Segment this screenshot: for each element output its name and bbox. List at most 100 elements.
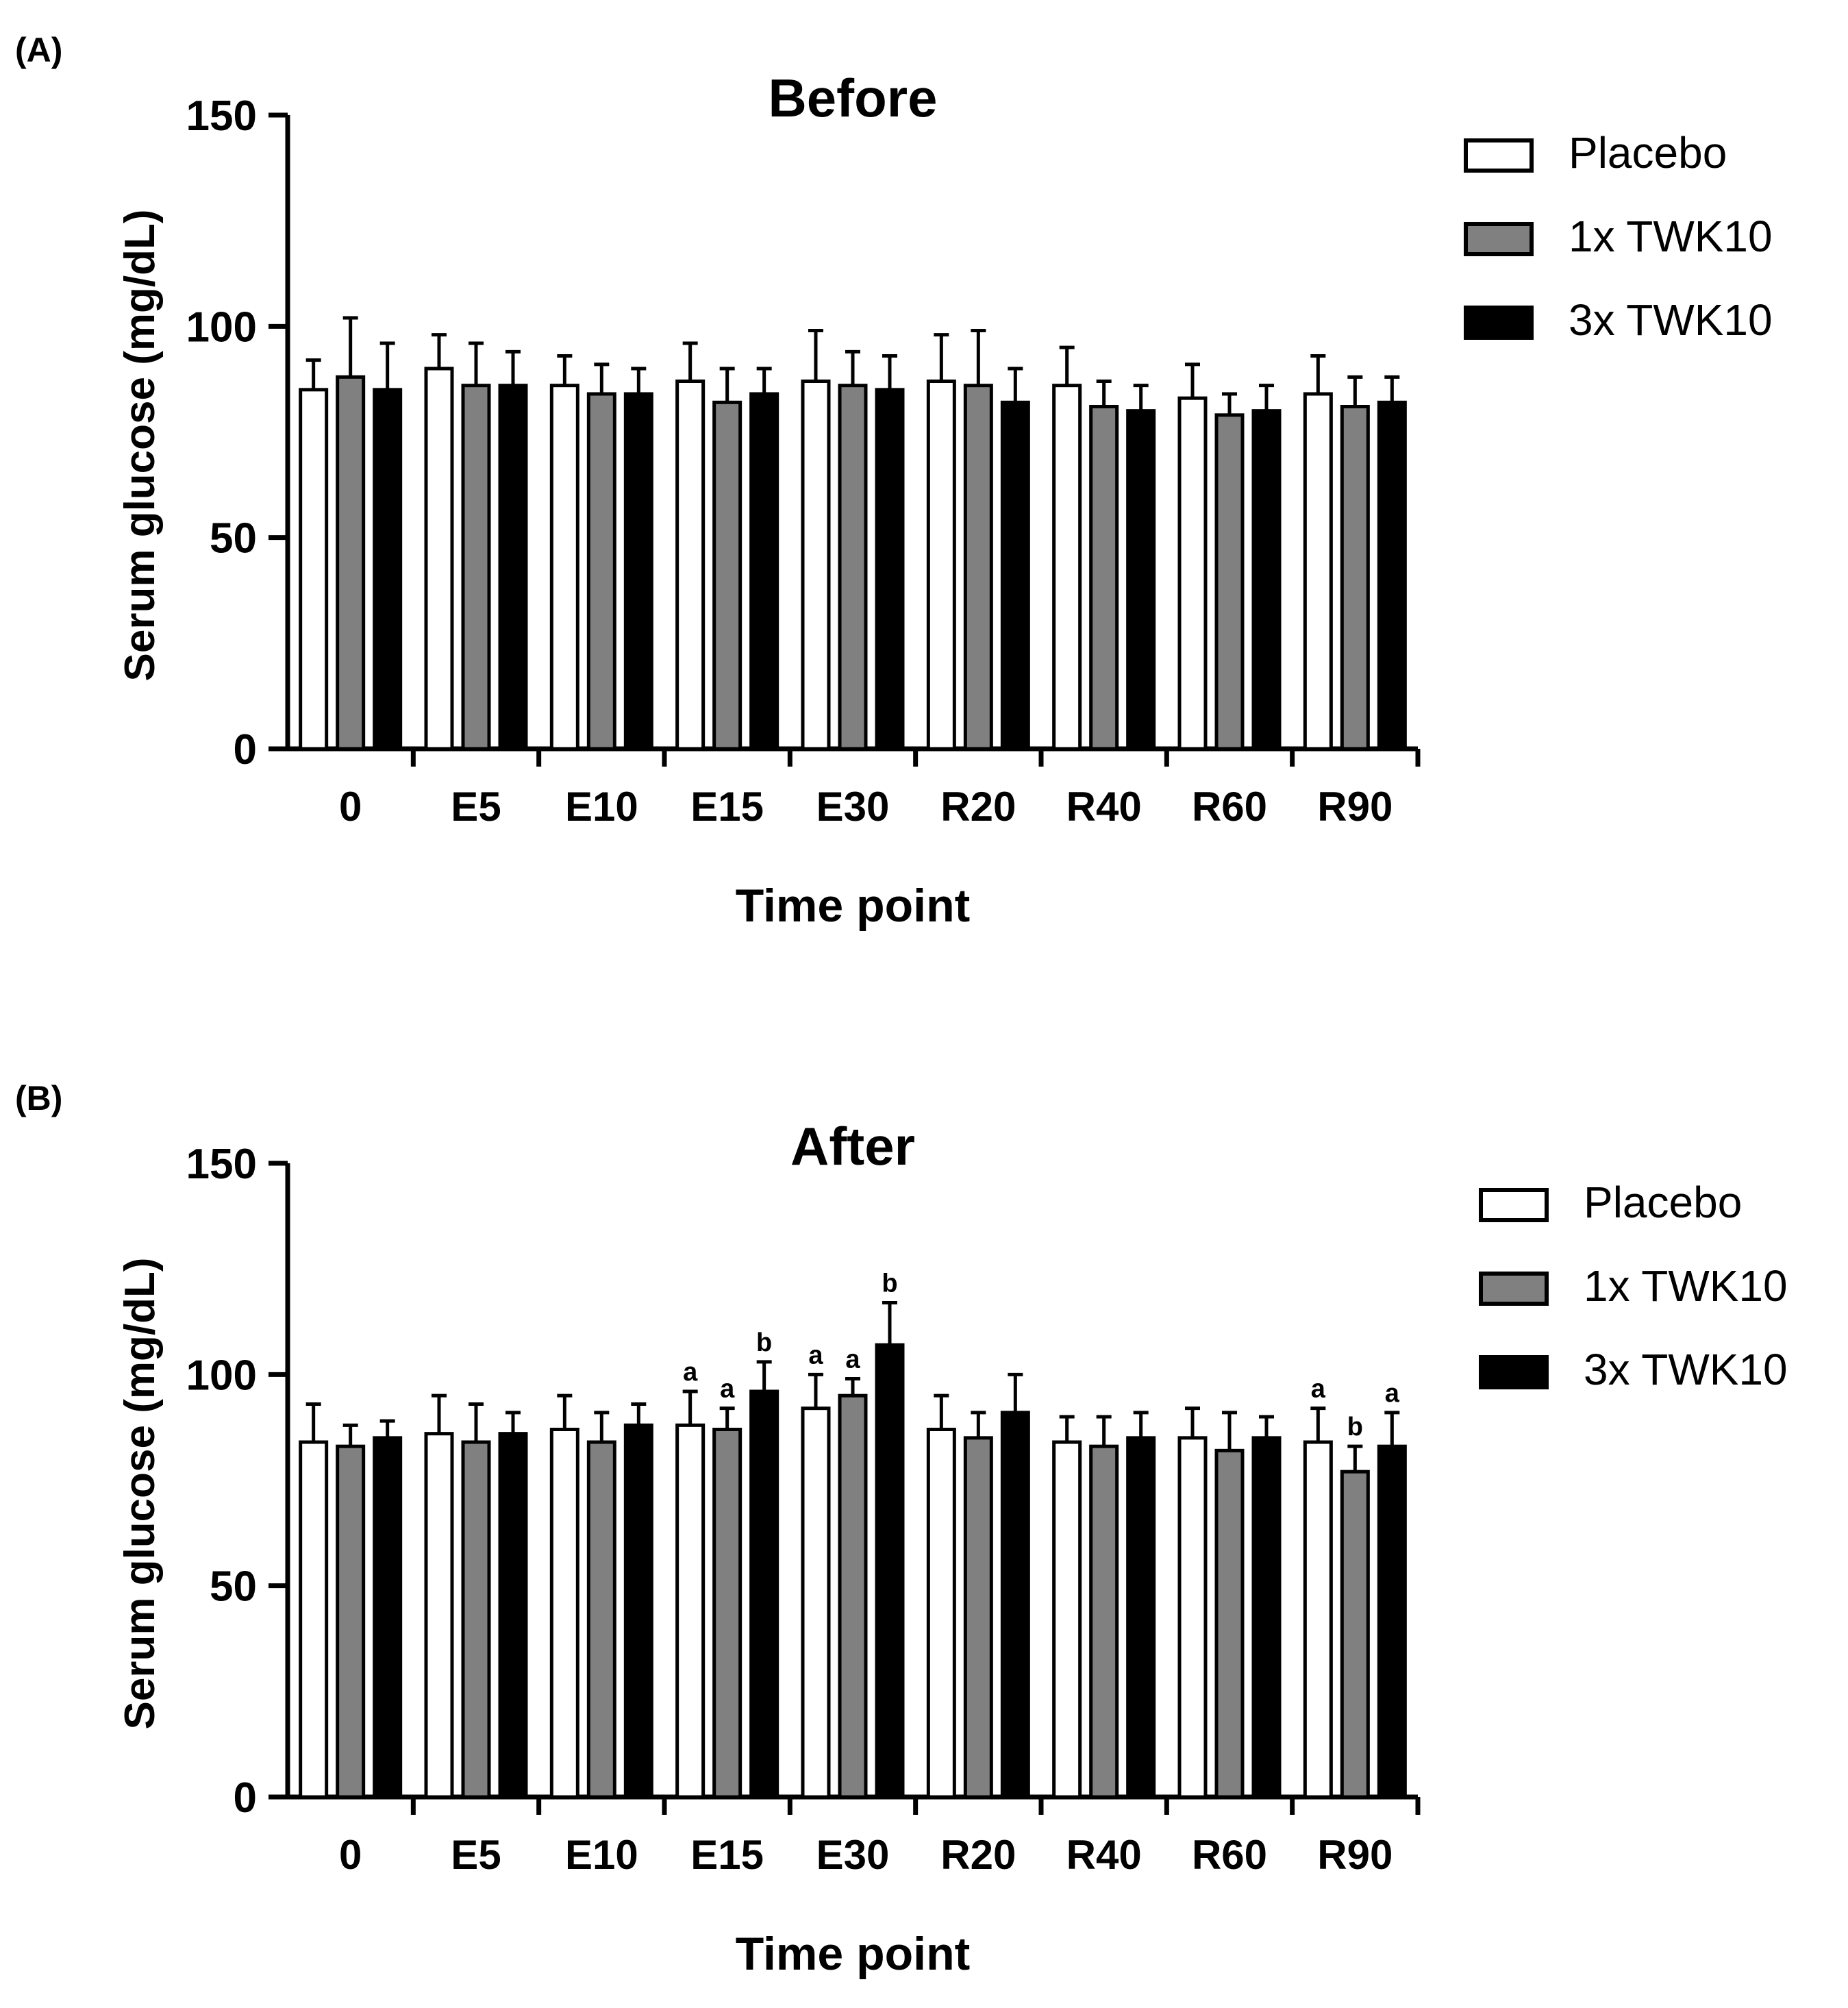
panel-b-bar — [299, 1440, 329, 1799]
panel-b-x-tick-label: R60 — [1192, 1832, 1267, 1878]
panel-b-bar — [586, 1440, 616, 1799]
panel-b-bar — [1052, 1440, 1082, 1799]
panel-a-x-axis-title: Time point — [736, 880, 971, 932]
panel-b-bar — [498, 1432, 528, 1799]
panel-a-bar — [1340, 405, 1370, 751]
panel-b-y-tick-label: 100 — [186, 1352, 257, 1399]
panel-b-y-tick-label: 0 — [234, 1774, 257, 1822]
panel-a-bar — [926, 380, 956, 751]
panel-b-bar — [838, 1393, 868, 1799]
panel-a-x-tick-label: E5 — [451, 784, 501, 830]
panel-b-significance-label: b — [756, 1328, 772, 1357]
panel-b-label: (B) — [15, 1079, 62, 1117]
panel-b-bar — [675, 1423, 706, 1799]
panel-b-significance-label: b — [882, 1269, 897, 1298]
panel-b-bar — [1377, 1444, 1407, 1799]
panel-b-bar — [1126, 1436, 1156, 1799]
panel-b-bar — [1000, 1411, 1030, 1799]
panel-a-legend: Placebo 1x TWK10 3x TWK10 — [1464, 128, 1773, 345]
panel-b-bar — [461, 1440, 491, 1799]
panel-b-x-tick-label: E5 — [451, 1832, 501, 1878]
panel-a-y-axis-title: Serum glucose (mg/dL) — [116, 210, 164, 682]
panel-b-significance-label: b — [1347, 1413, 1363, 1441]
panel-a-x-tick-label: R40 — [1066, 784, 1142, 830]
panel-b-bar — [549, 1428, 579, 1799]
panel-b-y-tick-label: 150 — [186, 1141, 257, 1188]
panel-b-significance-label: a — [808, 1341, 823, 1369]
panel-b-legend-swatch — [1479, 1188, 1549, 1222]
panel-a-bar — [1251, 409, 1282, 751]
panel-a-y-tick-label: 150 — [186, 92, 257, 140]
panel-b-x-tick-label: R20 — [940, 1832, 1016, 1878]
panel-b-bar — [1089, 1444, 1119, 1799]
panel-a-bar — [1089, 405, 1119, 751]
panel-b-y-tick-label: 50 — [210, 1563, 257, 1611]
panel-b-x-tick-label: E10 — [565, 1832, 638, 1878]
panel-b-significance-label: a — [1311, 1375, 1326, 1404]
panel-b-bar — [373, 1436, 403, 1799]
panel-a-bar — [424, 367, 454, 751]
panel-a-legend-swatch — [1464, 222, 1534, 256]
panel-b-bar — [1303, 1440, 1333, 1799]
panel-a-bar — [1377, 400, 1407, 751]
panel-b-bar — [1251, 1436, 1282, 1799]
panel-a-y-tick-label: 0 — [234, 726, 257, 773]
panel-a-x-tick-label: E15 — [690, 784, 764, 830]
panel-b-x-tick-label: 0 — [339, 1832, 362, 1878]
panel-b-x-axis-title: Time point — [736, 1928, 971, 1980]
panel-a-bar — [1177, 396, 1208, 751]
panel-b-y-axis-title: Serum glucose (mg/dL) — [116, 1258, 164, 1730]
panel-b-x-tick-label: R90 — [1317, 1832, 1393, 1878]
panel-a-legend-swatch — [1464, 306, 1534, 340]
panel-a-x-tick-label: 0 — [339, 784, 362, 830]
panel-a-bar — [586, 392, 616, 751]
panel-a-bar — [875, 388, 905, 751]
panel-a-label: (A) — [15, 31, 62, 69]
panel-a-x-tick-label: E30 — [816, 784, 890, 830]
panel-b-bar — [712, 1428, 742, 1799]
panel-a-x-tick-label: E10 — [565, 784, 638, 830]
panel-b-legend-swatch — [1479, 1272, 1549, 1306]
panel-b-significance-label: a — [1385, 1379, 1400, 1408]
panel-a-bar — [838, 384, 868, 751]
panel-a-legend-swatch — [1464, 138, 1534, 173]
panel-b-x-tick-label: E30 — [816, 1832, 890, 1878]
panel-a-bar — [336, 375, 366, 751]
panel-b-x-tick-label: R40 — [1066, 1832, 1142, 1878]
panel-a-bar — [749, 392, 779, 751]
panel-a-bar — [963, 384, 993, 751]
panel-b-significance-label: a — [683, 1358, 698, 1387]
panel-b-bar — [1214, 1448, 1245, 1799]
panel-a-bar — [1000, 400, 1030, 751]
panel-b-bar — [1177, 1436, 1208, 1799]
panel-a-x-tick-label: R20 — [940, 784, 1016, 830]
panel-b-legend-swatch — [1479, 1355, 1549, 1389]
panel-a-bar — [1126, 409, 1156, 751]
panel-a-title: Before — [768, 68, 937, 128]
panel-a-legend-label: 1x TWK10 — [1569, 212, 1773, 261]
panel-b-bar — [926, 1428, 956, 1799]
panel-a-bar — [1052, 384, 1082, 751]
panel-a-bar — [373, 388, 403, 751]
panel-b-significance-label: a — [845, 1346, 860, 1374]
panel-b-bar — [749, 1389, 779, 1799]
panel-b-legend-label: 3x TWK10 — [1584, 1345, 1788, 1394]
panel-b-significance-label: a — [720, 1375, 735, 1404]
panel-a-y-tick-label: 50 — [210, 515, 257, 562]
panel-b-title: After — [790, 1116, 915, 1176]
panel-a-bar — [461, 384, 491, 751]
panel-a-legend-label: Placebo — [1569, 128, 1727, 177]
panel-a-x-tick-label: R60 — [1192, 784, 1267, 830]
panel-a-bar — [1303, 392, 1333, 751]
panel-a-bar — [498, 384, 528, 751]
panel-b-bar — [1340, 1470, 1370, 1799]
panel-a-bar — [712, 400, 742, 751]
panel-a-bar — [623, 392, 653, 751]
panel-a-y-tick-label: 100 — [186, 303, 257, 351]
panel-a-x-tick-label: R90 — [1317, 784, 1393, 830]
panel-b-bar — [424, 1432, 454, 1799]
panel-a-bar — [299, 388, 329, 751]
panel-b-bar — [623, 1423, 653, 1799]
